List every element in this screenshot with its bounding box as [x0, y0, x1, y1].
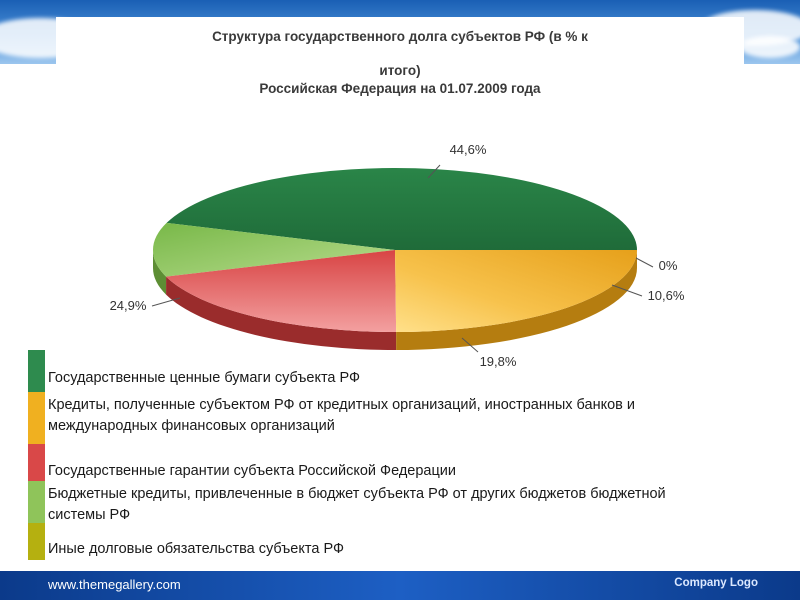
pie-slice-side-2 [153, 250, 167, 295]
footer-bar: www.themegallery.com Company Logo [0, 571, 800, 600]
legend-label: Бюджетные кредиты, привлеченные в бюджет… [48, 486, 666, 523]
legend-item: Государственные ценные бумаги субъекта Р… [28, 350, 728, 392]
leader-line-1 [635, 257, 654, 268]
data-label-0: 44,6% [450, 142, 487, 157]
company-logo: Company Logo [674, 577, 758, 589]
pie-slice-4 [395, 250, 637, 332]
chart-title-line-2: итого) [379, 63, 421, 78]
legend-label: Государственные гарантии субъекта Россий… [48, 463, 456, 479]
legend-item: Кредиты, полученные субъектом РФ от кред… [28, 392, 728, 444]
pie-slice-0 [166, 168, 637, 250]
legend-item: Иные долговые обязательства субъекта РФ [28, 523, 728, 560]
pie-slice-side-3 [166, 276, 397, 350]
leader-line-3 [461, 337, 479, 353]
data-label-4: 24,9% [110, 298, 147, 313]
footer-url[interactable]: www.themegallery.com [48, 577, 181, 592]
pie-slice-2 [152, 222, 395, 277]
leader-line-2 [611, 284, 643, 297]
legend-item: Бюджетные кредиты, привлеченные в бюджет… [28, 481, 728, 523]
legend-swatch [28, 392, 45, 444]
legend-label: Иные долговые обязательства субъекта РФ [48, 541, 344, 557]
chart-title-line-3: Российская Федерация на 01.07.2009 года [259, 81, 541, 96]
legend-label: Кредиты, полученные субъектом РФ от кред… [48, 397, 635, 434]
legend-label: Государственные ценные бумаги субъекта Р… [48, 370, 361, 386]
legend-item: Государственные гарантии субъекта Россий… [28, 444, 728, 481]
cloud-decoration [740, 36, 800, 58]
data-label-1: 0% [659, 258, 678, 273]
title-panel [56, 17, 744, 67]
leader-line-0 [427, 164, 441, 179]
data-label-3: 19,8% [480, 354, 517, 369]
legend-swatch [28, 444, 45, 481]
legend-swatch [28, 350, 45, 392]
legend-swatch [28, 481, 45, 523]
chart-title-line-1: Структура государственного долга субъект… [212, 29, 588, 44]
legend-swatch [28, 523, 45, 560]
leader-line-4 [151, 297, 181, 307]
pie-slice-3 [166, 250, 397, 332]
data-label-2: 10,6% [648, 288, 685, 303]
pie-slice-side-4 [396, 250, 637, 350]
